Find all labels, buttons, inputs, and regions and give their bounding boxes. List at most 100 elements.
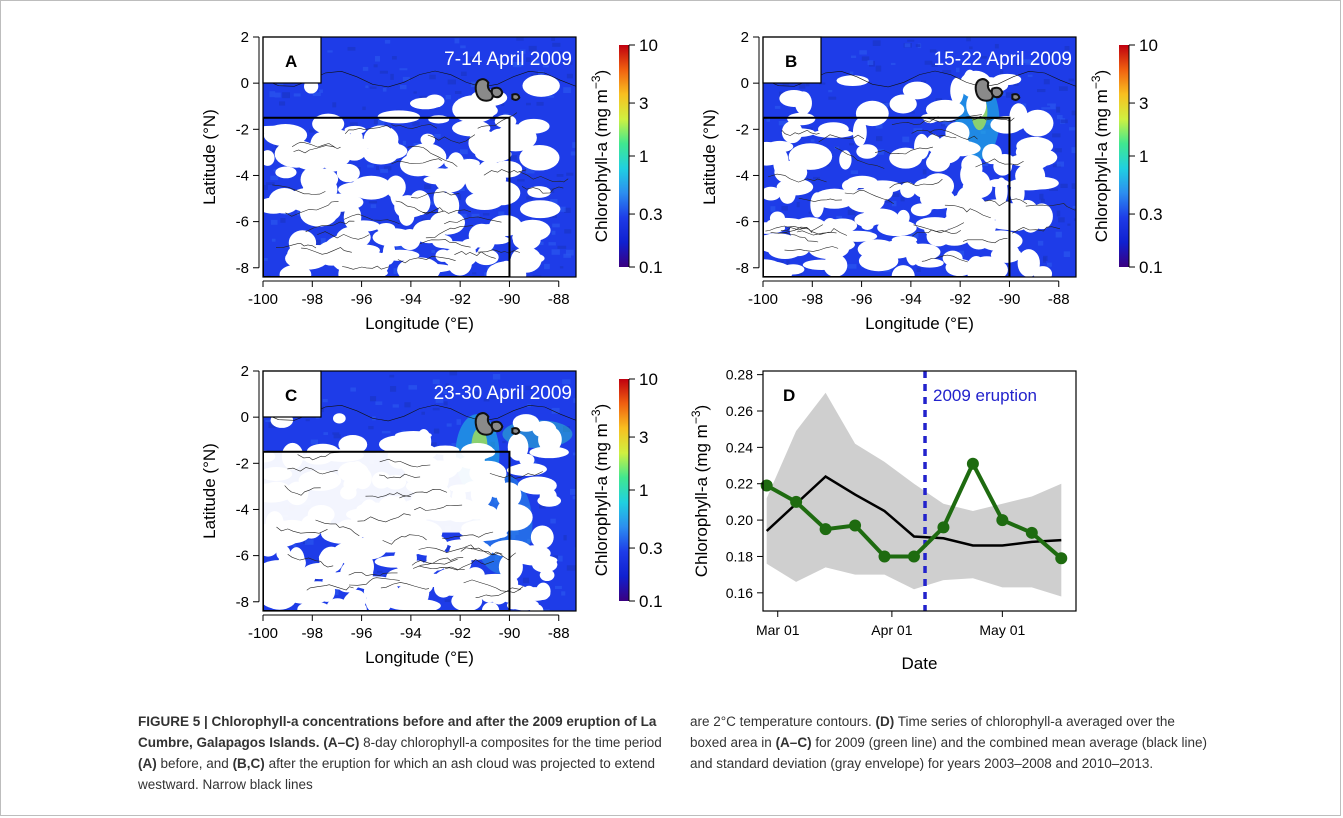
chlorophyll-texture bbox=[1056, 106, 1061, 113]
chlorophyll-texture bbox=[408, 385, 418, 390]
temperature-contour bbox=[397, 255, 456, 264]
cloud-patch bbox=[312, 113, 345, 135]
x-axis-label: Longitude (°E) bbox=[865, 314, 974, 333]
temperature-contour bbox=[921, 254, 968, 263]
chlorophyll-texture bbox=[435, 398, 444, 403]
chlorophyll-texture bbox=[1060, 119, 1068, 124]
chlorophyll-texture bbox=[890, 193, 900, 198]
temperature-contour bbox=[293, 145, 341, 154]
chlorophyll-texture bbox=[1069, 127, 1076, 131]
chlorophyll-texture bbox=[834, 146, 840, 149]
map-panel-b: B 15-22 April 2009 -100 -98 -96 -94 -92 -90 -88 L… bbox=[700, 29, 1163, 333]
y-tick-label: -2 bbox=[236, 121, 249, 138]
temperature-contour bbox=[272, 184, 326, 195]
chlorophyll-texture bbox=[786, 260, 790, 266]
chlorophyll-texture bbox=[1000, 70, 1004, 76]
temperature-contour bbox=[962, 238, 1008, 244]
chlorophyll-texture bbox=[525, 385, 532, 391]
colorbar-tick-label: 1 bbox=[1139, 147, 1148, 166]
cloud-patch bbox=[922, 173, 955, 199]
y-tick-label: -8 bbox=[236, 594, 249, 611]
caption-text: before, and bbox=[156, 756, 233, 771]
map-frame bbox=[262, 370, 577, 612]
cloud-patch bbox=[409, 190, 431, 216]
chlorophyll-texture bbox=[547, 95, 555, 98]
chlorophyll-texture bbox=[368, 425, 374, 430]
colorbar-tick-label: 1 bbox=[639, 147, 648, 166]
chlorophyll-texture bbox=[778, 260, 784, 264]
chlorophyll-texture bbox=[563, 87, 572, 94]
series-2009-point bbox=[760, 479, 773, 492]
chlorophyll-texture bbox=[1064, 46, 1070, 51]
chlorophyll-texture bbox=[508, 155, 517, 160]
chlorophyll-texture bbox=[470, 56, 477, 63]
x-tick-label: -92 bbox=[949, 291, 971, 308]
y-tick-label: -6 bbox=[736, 214, 749, 231]
cloud-patch bbox=[781, 121, 803, 144]
chlorophyll-texture bbox=[812, 176, 820, 180]
x-tick-label: -88 bbox=[548, 291, 570, 308]
cloud-patch bbox=[928, 148, 951, 171]
chlorophyll-texture bbox=[566, 172, 574, 176]
cloud-patch bbox=[479, 160, 501, 175]
chlorophyll-texture bbox=[1040, 198, 1045, 203]
chlorophyll-texture bbox=[502, 440, 506, 444]
chlorophyll-texture bbox=[365, 85, 369, 89]
cloud-patch bbox=[808, 239, 850, 260]
cloud-patch bbox=[397, 257, 441, 277]
chlorophyll-texture bbox=[265, 419, 273, 423]
chlorophyll-texture bbox=[528, 45, 537, 52]
cloud-patch bbox=[419, 527, 441, 550]
temperature-contour bbox=[765, 225, 813, 233]
chlorophyll-texture bbox=[538, 503, 546, 509]
temperature-contour bbox=[382, 534, 427, 545]
chlorophyll-texture bbox=[491, 247, 495, 251]
chlorophyll-texture bbox=[542, 65, 549, 68]
x-tick-label: -100 bbox=[748, 291, 778, 308]
temperature-contour bbox=[357, 513, 411, 523]
cloud-patch bbox=[433, 188, 446, 209]
series-2009-point bbox=[819, 523, 832, 536]
cloud-patch bbox=[521, 585, 537, 603]
chlorophyll-texture bbox=[441, 166, 450, 169]
colorbar: 10 3 1 0.3 0.1 Chlorophyll-a (mg m−3) bbox=[589, 370, 663, 611]
chlorophyll-texture bbox=[883, 268, 892, 272]
cloud-patch bbox=[407, 545, 427, 554]
caption-column-left: FIGURE 5 | Chlorophyll-a concentrations … bbox=[138, 711, 668, 795]
cloud-patch bbox=[473, 249, 499, 266]
cloud-patch bbox=[976, 199, 1016, 220]
chlorophyll-texture bbox=[516, 37, 524, 41]
chlorophyll-texture bbox=[955, 67, 960, 73]
map-image bbox=[763, 37, 1076, 277]
cloud-patch bbox=[769, 211, 785, 225]
temperature-contour bbox=[798, 197, 842, 202]
cloud-patch bbox=[318, 580, 336, 602]
temperature-contour bbox=[475, 586, 524, 598]
temperature-contour bbox=[379, 458, 431, 468]
y-tick-label: -6 bbox=[236, 548, 249, 565]
chlorophyll-texture bbox=[314, 239, 321, 246]
panel-label: C bbox=[285, 386, 297, 405]
temperature-contour bbox=[784, 246, 839, 252]
chlorophyll-texture bbox=[861, 56, 870, 61]
caption-ref: (A) bbox=[138, 756, 157, 771]
cloud-patch bbox=[1022, 109, 1054, 137]
y-tick-label: 2 bbox=[741, 29, 749, 46]
temperature-contour bbox=[463, 579, 522, 594]
chlorophyll-texture bbox=[377, 119, 385, 126]
y-axis-label: Latitude (°N) bbox=[200, 443, 219, 539]
cloud-patch bbox=[535, 582, 551, 600]
chlorophyll-texture bbox=[445, 383, 449, 389]
cloud-patch bbox=[513, 250, 528, 266]
temperature-contour bbox=[287, 467, 338, 475]
cloud-patch bbox=[459, 158, 480, 168]
temperature-contour bbox=[818, 134, 865, 143]
temperature-contour bbox=[285, 201, 339, 217]
averaging-box bbox=[263, 450, 511, 611]
cloud-patch bbox=[416, 429, 432, 455]
cloud-patch bbox=[483, 235, 510, 245]
cloud-patch bbox=[858, 250, 899, 272]
x-tick-label: May 01 bbox=[979, 622, 1025, 638]
temperature-contour bbox=[521, 186, 564, 194]
chlorophyll-texture bbox=[332, 102, 337, 108]
